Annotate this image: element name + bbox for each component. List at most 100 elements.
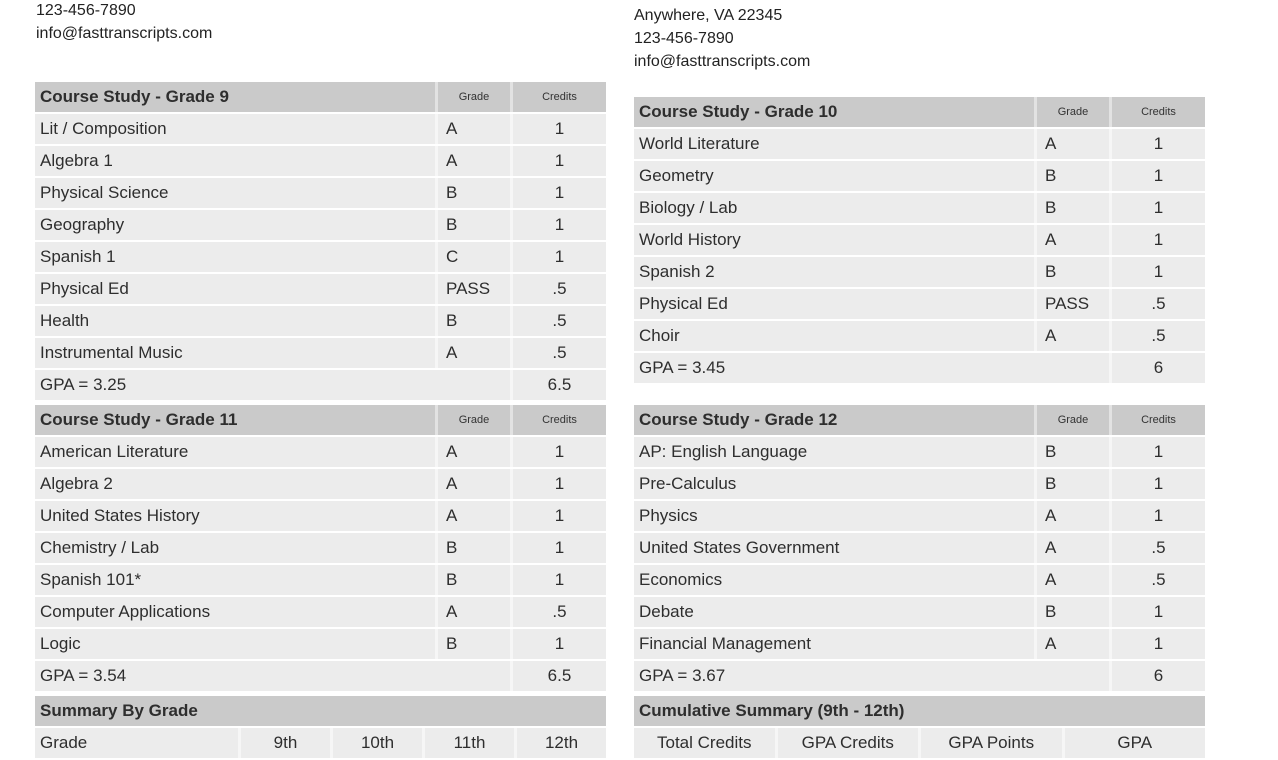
course-name: United States Government (634, 533, 1034, 563)
course-grade: A (435, 146, 510, 176)
contact-info-right: Anywhere, VA 22345 123-456-7890 info@fas… (634, 4, 810, 73)
course-credits: 1 (1109, 225, 1205, 255)
email-address: info@fasttranscripts.com (634, 53, 811, 70)
course-credits: .5 (510, 597, 606, 627)
gpa-label: GPA = 3.67 (634, 661, 1109, 691)
course-credits: .5 (510, 338, 606, 368)
total-credits: 6 (1109, 661, 1205, 691)
course-credits: 1 (1109, 129, 1205, 159)
course-credits: 1 (1109, 437, 1205, 467)
table-row: Lit / Composition A 1 (35, 114, 606, 144)
course-credits: 1 (1109, 161, 1205, 191)
course-credits: .5 (1109, 321, 1205, 351)
table-row: American Literature A 1 (35, 437, 606, 467)
column-9th: 9th (238, 728, 330, 758)
table-row: United States History A 1 (35, 501, 606, 531)
credits-column-header: Credits (1109, 405, 1205, 435)
course-name: Spanish 101* (35, 565, 435, 595)
course-name: Geography (35, 210, 435, 240)
course-name: Spanish 2 (634, 257, 1034, 287)
course-grade: B (1034, 161, 1109, 191)
table-row: AP: English Language B 1 (634, 437, 1205, 467)
table-row: Pre-Calculus B 1 (634, 469, 1205, 499)
course-credits: 1 (510, 242, 606, 272)
credits-column-header: Credits (1109, 97, 1205, 127)
grade-column-header: Grade (435, 405, 510, 435)
course-name: Financial Management (634, 629, 1034, 659)
course-credits: 1 (510, 437, 606, 467)
contact-info-left: 123-456-7890 info@fasttranscripts.com (36, 0, 212, 45)
credits-column-header: Credits (510, 405, 606, 435)
course-grade: B (1034, 597, 1109, 627)
course-grade: PASS (1034, 289, 1109, 319)
grade-column-header: Grade (435, 82, 510, 112)
table-row: World Literature A 1 (634, 129, 1205, 159)
gpa-label: GPA = 3.25 (35, 370, 510, 400)
gpa-row: GPA = 3.54 6.5 (35, 661, 606, 691)
course-credits: .5 (510, 274, 606, 304)
course-credits: 1 (1109, 629, 1205, 659)
column-gpa: GPA (1061, 728, 1205, 758)
table-row: Economics A .5 (634, 565, 1205, 595)
table-row: Spanish 101* B 1 (35, 565, 606, 595)
grade-12-table: Course Study - Grade 12 Grade Credits AP… (634, 403, 1205, 693)
course-grade: A (1034, 533, 1109, 563)
table-title: Course Study - Grade 9 (35, 82, 435, 112)
course-name: Algebra 1 (35, 146, 435, 176)
course-grade: A (1034, 321, 1109, 351)
email-address: info@fasttranscripts.com (36, 25, 213, 42)
course-grade: B (1034, 193, 1109, 223)
course-grade: A (1034, 501, 1109, 531)
table-header: Course Study - Grade 9 Grade Credits (35, 82, 606, 112)
course-credits: 1 (510, 565, 606, 595)
gpa-row: GPA = 3.45 6 (634, 353, 1205, 383)
course-name: Economics (634, 565, 1034, 595)
course-name: Algebra 2 (35, 469, 435, 499)
course-grade: A (435, 501, 510, 531)
course-grade: A (1034, 565, 1109, 595)
total-credits: 6.5 (510, 370, 606, 400)
course-credits: 1 (510, 501, 606, 531)
table-row: Physics A 1 (634, 501, 1205, 531)
gpa-label: GPA = 3.54 (35, 661, 510, 691)
grade-11-table: Course Study - Grade 11 Grade Credits Am… (35, 403, 606, 693)
summary-title: Cumulative Summary (9th - 12th) (634, 696, 1205, 726)
summary-title: Summary By Grade (35, 696, 606, 726)
gpa-row: GPA = 3.67 6 (634, 661, 1205, 691)
course-grade: B (1034, 257, 1109, 287)
gpa-label: GPA = 3.45 (634, 353, 1109, 383)
table-title: Course Study - Grade 10 (634, 97, 1034, 127)
course-name: Health (35, 306, 435, 336)
column-gpa-credits: GPA Credits (774, 728, 918, 758)
course-grade: B (435, 306, 510, 336)
course-credits: 1 (510, 178, 606, 208)
course-grade: B (1034, 469, 1109, 499)
course-credits: 1 (510, 533, 606, 563)
course-name: Choir (634, 321, 1034, 351)
grade-column-header: Grade (1034, 97, 1109, 127)
course-grade: B (1034, 437, 1109, 467)
course-credits: 1 (1109, 597, 1205, 627)
course-grade: B (435, 533, 510, 563)
phone-number: 123-456-7890 (634, 30, 734, 47)
course-name: Logic (35, 629, 435, 659)
course-credits: 1 (510, 469, 606, 499)
course-name: Physical Science (35, 178, 435, 208)
cumulative-summary: Cumulative Summary (9th - 12th) Total Cr… (634, 696, 1205, 758)
course-name: Instrumental Music (35, 338, 435, 368)
course-name: Debate (634, 597, 1034, 627)
summary-by-grade: Summary By Grade Grade 9th 10th 11th 12t… (35, 696, 606, 758)
table-row: Physical Ed PASS .5 (35, 274, 606, 304)
course-name: American Literature (35, 437, 435, 467)
table-row: Biology / Lab B 1 (634, 193, 1205, 223)
column-11th: 11th (422, 728, 514, 758)
course-grade: A (435, 469, 510, 499)
course-credits: 1 (1109, 501, 1205, 531)
summary-header-row: Total Credits GPA Credits GPA Points GPA (634, 728, 1205, 758)
table-row: World History A 1 (634, 225, 1205, 255)
course-grade: B (435, 565, 510, 595)
